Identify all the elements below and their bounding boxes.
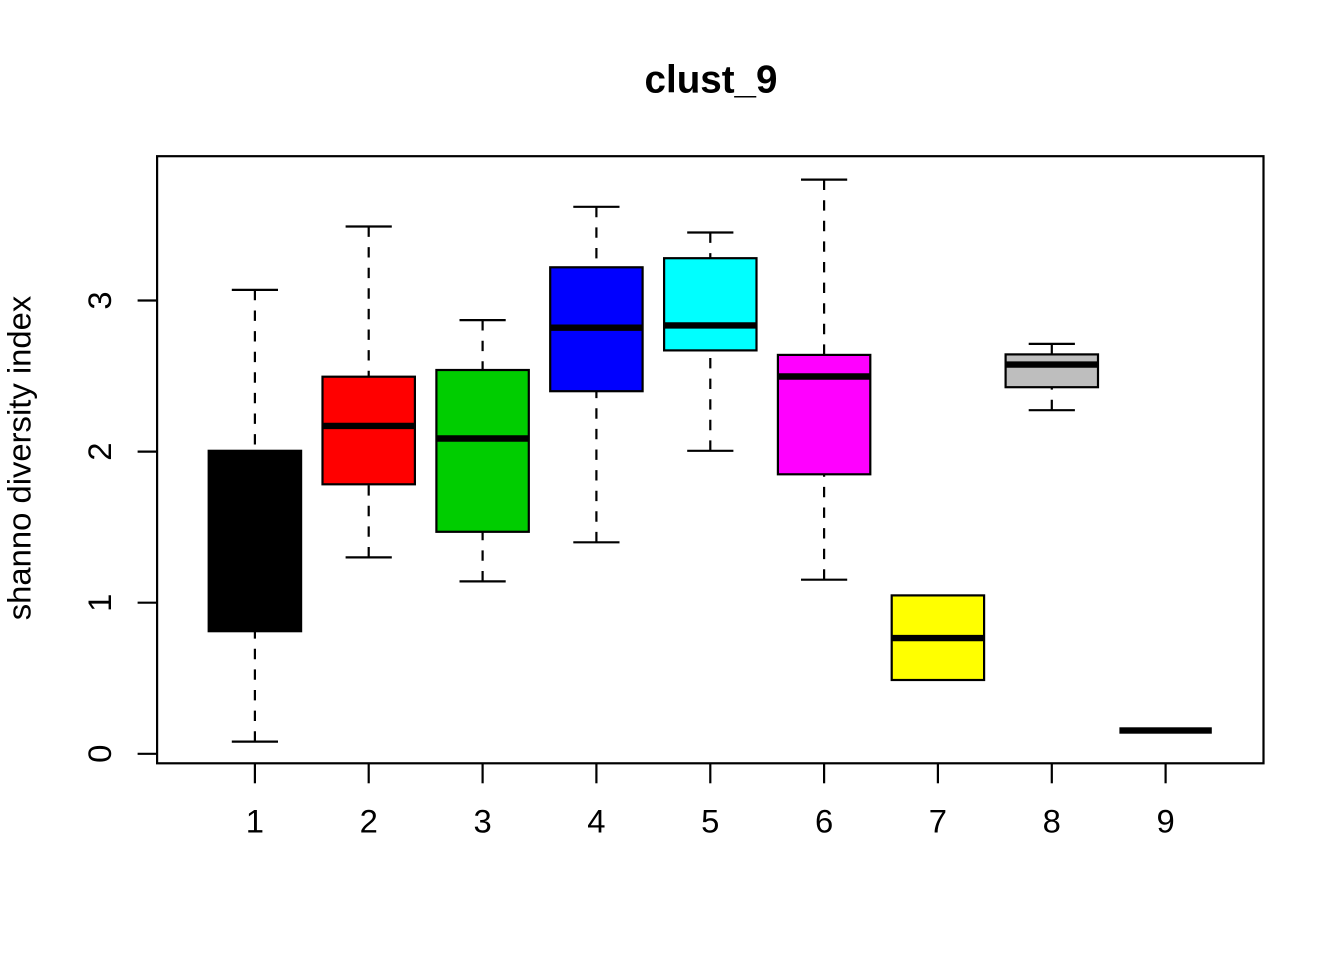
- svg-text:9: 9: [1156, 803, 1174, 840]
- svg-text:7: 7: [929, 803, 947, 840]
- svg-text:0: 0: [81, 745, 118, 763]
- svg-text:4: 4: [587, 803, 605, 840]
- svg-text:2: 2: [81, 442, 118, 460]
- svg-text:3: 3: [81, 291, 118, 309]
- svg-text:2: 2: [360, 803, 378, 840]
- svg-text:1: 1: [81, 594, 118, 612]
- svg-text:1: 1: [246, 803, 264, 840]
- svg-text:5: 5: [701, 803, 719, 840]
- svg-text:8: 8: [1043, 803, 1061, 840]
- svg-text:6: 6: [815, 803, 833, 840]
- svg-text:clust_9: clust_9: [645, 59, 778, 102]
- svg-text:3: 3: [473, 803, 491, 840]
- svg-text:shanno diversity index: shanno diversity index: [1, 295, 38, 620]
